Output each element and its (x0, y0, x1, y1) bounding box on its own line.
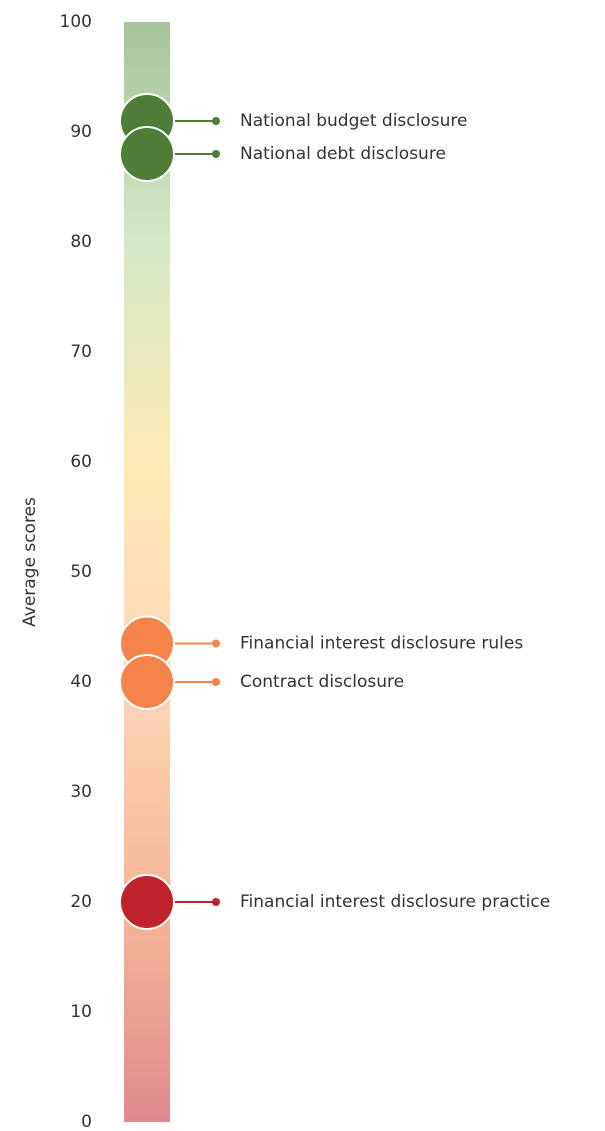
leader-dot (212, 639, 220, 648)
y-tick-label: 70 (70, 342, 92, 362)
score-dot (119, 654, 175, 710)
color-scale (124, 22, 170, 1122)
y-tick-label: 20 (70, 892, 92, 912)
point-label: National debt disclosure (240, 144, 446, 164)
point-label: National budget disclosure (240, 111, 467, 131)
y-tick-label: 90 (70, 122, 92, 142)
y-tick-label: 30 (70, 782, 92, 802)
y-tick-label: 80 (70, 232, 92, 252)
leader-dot (212, 898, 220, 906)
y-tick-label: 50 (70, 562, 92, 582)
y-tick-label: 0 (81, 1112, 92, 1131)
y-tick-label: 60 (70, 452, 92, 472)
point-label: Financial interest disclosure rules (240, 634, 523, 654)
leader-dot (212, 678, 220, 686)
y-tick-label: 40 (70, 672, 92, 692)
point-label: Financial interest disclosure practice (240, 892, 550, 912)
y-tick-label: 10 (70, 1002, 92, 1022)
score-dot (119, 126, 175, 182)
leader-dot (212, 117, 220, 125)
point-label: Contract disclosure (240, 672, 404, 692)
leader-dot (212, 150, 220, 158)
y-tick-label: 100 (60, 12, 92, 32)
y-axis-label: Average scores (20, 497, 40, 627)
score-dot (119, 874, 175, 930)
